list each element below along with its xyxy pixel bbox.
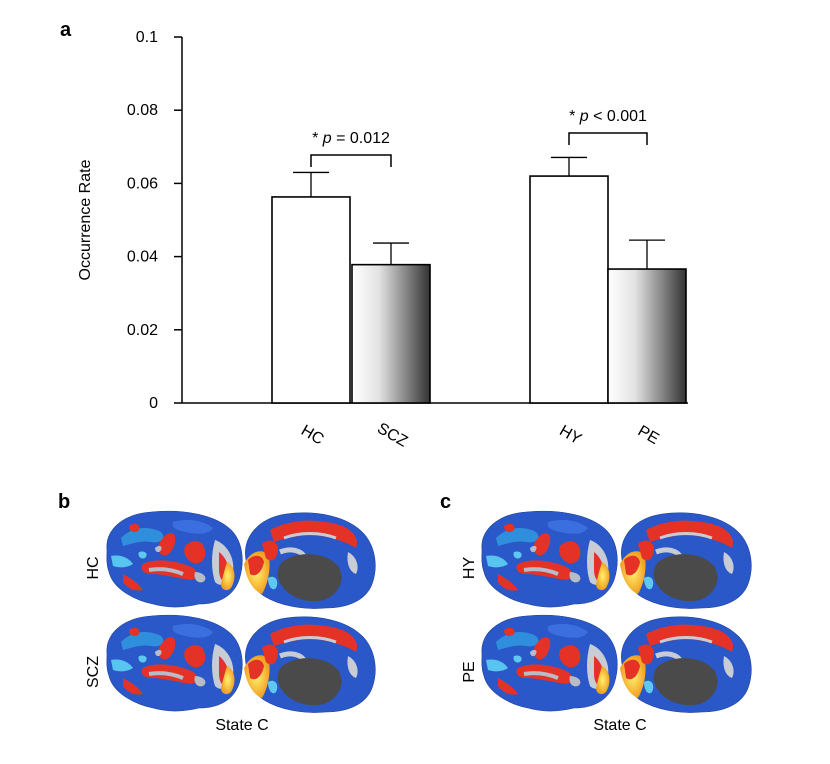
panel-c-caption: State C — [593, 717, 646, 734]
x-tick-label-hc: HC — [298, 422, 327, 448]
brain-hy-lateral — [479, 509, 620, 609]
panel-letter-b: b — [58, 491, 70, 513]
y-tick-label: 0.1 — [136, 29, 158, 46]
brain-hy-medial — [620, 513, 751, 609]
y-tick-label: 0.02 — [127, 322, 158, 339]
x-tick-label-hy: HY — [556, 422, 584, 448]
row-label-pe: PE — [461, 661, 478, 682]
bar-hy — [529, 175, 609, 404]
y-tick-label: 0.04 — [127, 249, 158, 266]
x-axis-labels: HC SCZ HY PE — [298, 420, 662, 451]
y-axis-label: Occurrence Rate — [77, 159, 94, 280]
brain-hc-medial — [244, 513, 375, 609]
y-axis-ticks: 0 0.02 0.04 0.06 0.08 0.1 — [127, 29, 182, 412]
x-tick-label-scz: SCZ — [374, 420, 410, 451]
panel-c-brains: HY PE State C — [461, 509, 751, 734]
row-label-hy: HY — [461, 557, 478, 580]
brain-pe-medial — [620, 617, 751, 713]
bars-group — [271, 156, 687, 404]
brain-scz-medial — [244, 617, 375, 713]
panel-letter-c: c — [440, 491, 451, 513]
row-label-scz: SCZ — [85, 656, 102, 688]
bar-scz — [351, 263, 431, 404]
significance-bracket — [310, 154, 392, 167]
panel-b-brains: HC SCZ State C — [85, 509, 375, 734]
brain-pe-lateral — [479, 613, 620, 713]
row-label-hc: HC — [85, 556, 102, 579]
brain-hc-lateral — [104, 509, 245, 609]
significance-label: * p < 0.001 — [569, 108, 647, 125]
bar-hc — [271, 196, 351, 404]
y-tick-label: 0.08 — [127, 102, 158, 119]
y-tick-label: 0 — [149, 395, 158, 412]
significance-bracket — [568, 132, 648, 145]
significance-label: * p = 0.012 — [312, 130, 390, 147]
y-tick-label: 0.06 — [127, 175, 158, 192]
bar-pe — [607, 268, 687, 404]
x-tick-label-pe: PE — [635, 423, 662, 448]
significance-annotations: * p = 0.012 * p < 0.001 — [310, 108, 648, 167]
panel-letter-a: a — [60, 19, 72, 41]
panel-b-caption: State C — [215, 717, 268, 734]
brain-scz-lateral — [104, 613, 245, 713]
